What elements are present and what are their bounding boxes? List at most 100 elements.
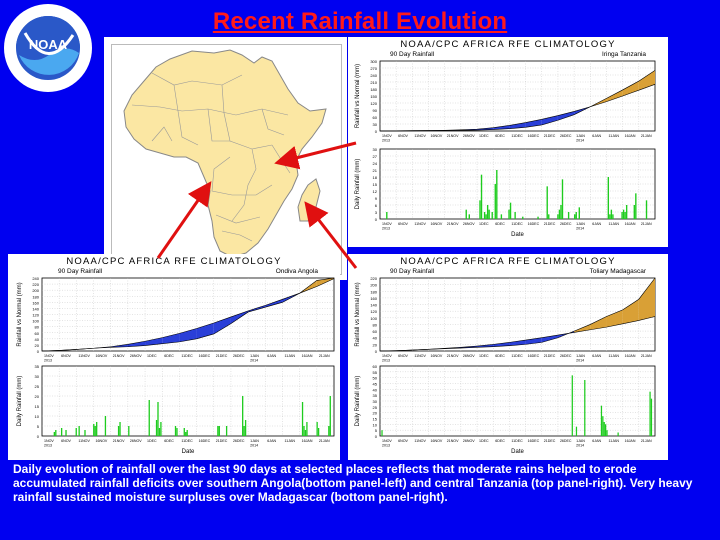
y-tick-label: 180: [370, 87, 377, 92]
daily-rain-bar: [304, 430, 307, 436]
x-tick-label: 6DEC: [495, 134, 505, 138]
x-tick-label: 6NOV: [398, 354, 408, 358]
y-tick-label: 50: [373, 376, 378, 381]
daily-rain-bar: [578, 207, 580, 219]
daily-rain-bar: [584, 380, 586, 436]
x-tick-label: 6NOV: [61, 354, 71, 358]
x-tick-label: 21NOV: [447, 222, 459, 226]
daily-rain-bar: [386, 212, 388, 219]
x-tick-label: 2013: [44, 359, 52, 363]
y-tick-label: 0: [37, 434, 40, 439]
x-tick-label: 1NOV: [382, 354, 392, 358]
x-tick-label: 6NOV: [61, 439, 71, 443]
daily-rain-bar: [494, 184, 496, 219]
plot-frame: [41, 365, 335, 437]
daily-rain-bar: [603, 422, 605, 436]
y-tick-label: 20: [373, 342, 378, 347]
panel-header: NOAA/CPC AFRICA RFE CLIMATOLOGY: [66, 256, 282, 267]
x-tick-label: 11JAN: [284, 439, 295, 443]
y-tick-label: 120: [370, 309, 377, 314]
x-tick-label: 16NOV: [431, 439, 443, 443]
x-tick-label: 26NOV: [463, 439, 475, 443]
daily-rain-bar: [602, 416, 604, 436]
daily-rain-bar: [480, 174, 483, 219]
y-tick-label: 120: [370, 101, 377, 106]
y-tick-label: 0: [37, 349, 40, 354]
y-tick-label: 40: [373, 336, 378, 341]
panel-location: Ondiva Angola: [275, 268, 318, 275]
x-tick-label: 21NOV: [113, 354, 125, 358]
x-tick-label: 21JAN: [641, 439, 652, 443]
daily-rain-bar: [622, 209, 625, 219]
deficit-area: [557, 111, 575, 121]
daily-rain-bar: [157, 402, 159, 436]
x-tick-label: 11JAN: [608, 439, 619, 443]
x-tick-label: 16DEC: [528, 354, 540, 358]
daily-rain-bar: [117, 426, 120, 436]
actual-line: [41, 277, 335, 352]
daily-rain-bar: [557, 214, 559, 219]
x-tick-label: 16DEC: [199, 354, 211, 358]
x-tick-label: 16NOV: [431, 354, 443, 358]
panel-header: NOAA/CPC AFRICA RFE CLIMATOLOGY: [400, 256, 616, 267]
y-tick-label: 5: [375, 428, 378, 433]
x-axis-label: Date: [511, 449, 524, 455]
y-tick-label: 120: [32, 313, 39, 318]
x-tick-label: 2014: [576, 227, 584, 231]
y-tick-label: 240: [370, 73, 377, 78]
surplus-area: [606, 309, 623, 328]
y-tick-label: 0: [375, 349, 378, 354]
x-tick-label: 1NOV: [44, 439, 54, 443]
y-tick-label: 25: [35, 384, 40, 389]
x-tick-label: 2013: [382, 227, 390, 231]
y-axis-label: Rainfall vs Normal (mm): [355, 64, 361, 128]
y-tick-label: 24: [373, 161, 378, 166]
x-tick-label: 26DEC: [560, 439, 572, 443]
x-tick-label: 21NOV: [447, 354, 459, 358]
x-tick-label: 6NOV: [398, 439, 408, 443]
daily-rain-bar: [488, 209, 490, 219]
surplus-area: [574, 324, 591, 333]
page-title: Recent Rainfall Evolution: [212, 8, 508, 35]
x-tick-label: 1DEC: [479, 354, 489, 358]
x-tick-label: 16JAN: [625, 134, 636, 138]
x-tick-label: 1JAN: [576, 222, 585, 226]
daily-rain-bar: [244, 420, 247, 436]
daily-rain-bar: [635, 193, 637, 219]
x-tick-label: 11JAN: [284, 354, 295, 358]
y-tick-label: 45: [373, 382, 378, 387]
x-tick-label: 6DEC: [495, 222, 505, 226]
daily-rain-bar: [617, 432, 619, 436]
deficit-area: [541, 115, 558, 125]
daily-rain-bar: [625, 205, 628, 219]
x-tick-label: 1DEC: [147, 354, 157, 358]
panel-subtitle: 90 Day Rainfall: [58, 268, 103, 275]
x-tick-label: 16JAN: [625, 222, 636, 226]
daily-rain-bar: [561, 179, 564, 219]
y-tick-label: 80: [373, 322, 378, 327]
daily-rain-bar: [104, 416, 107, 436]
daily-rain-bar: [94, 426, 96, 436]
y-tick-label: 90: [373, 108, 378, 113]
daily-rain-bar: [486, 205, 489, 219]
x-tick-label: 6JAN: [592, 439, 601, 443]
x-tick-label: 1DEC: [479, 222, 489, 226]
daily-rain-bar: [53, 432, 55, 436]
daily-rain-bar: [96, 422, 98, 436]
y-tick-label: 30: [373, 399, 378, 404]
x-tick-label: 6JAN: [592, 354, 601, 358]
daily-rain-bar: [218, 426, 220, 436]
y-tick-label: 60: [373, 115, 378, 120]
daily-rain-bar: [612, 214, 614, 219]
y-tick-label: 25: [373, 405, 378, 410]
africa-map: [111, 44, 342, 275]
x-tick-label: 21DEC: [216, 354, 228, 358]
daily-rain-bar: [483, 212, 486, 219]
deficit-area: [509, 122, 526, 129]
y-tick-label: 15: [373, 417, 378, 422]
daily-rain-bar: [560, 205, 562, 219]
daily-rain-bar: [567, 212, 570, 219]
x-tick-label: 6DEC: [164, 354, 174, 358]
daily-rain-bar: [158, 428, 161, 436]
x-tick-label: 21JAN: [641, 134, 652, 138]
